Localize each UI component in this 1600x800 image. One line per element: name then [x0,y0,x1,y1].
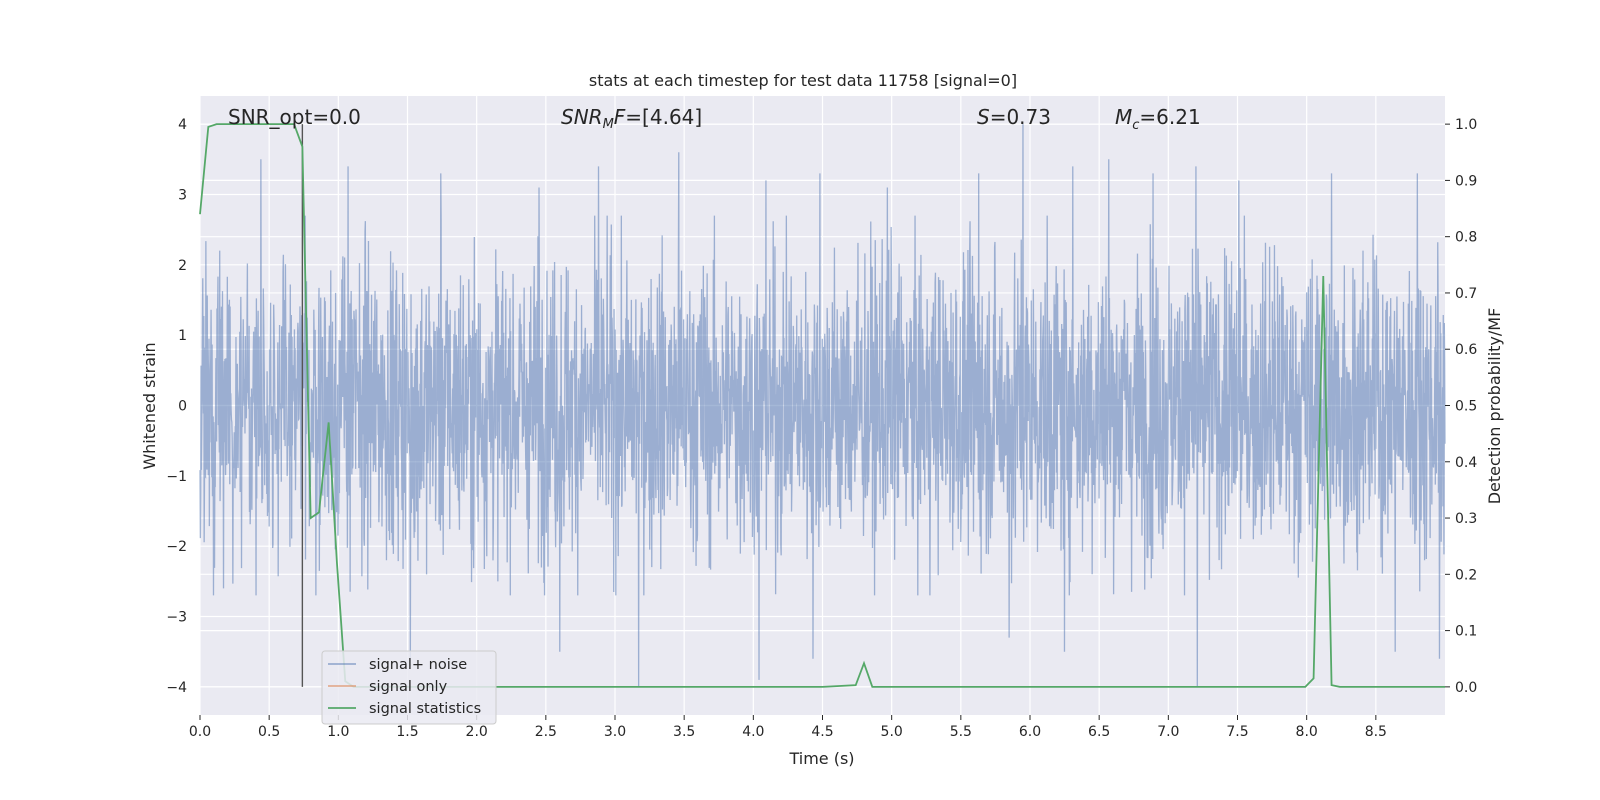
y-right-tick-label: 0.3 [1455,511,1477,527]
y-right-tick-label: 1.0 [1455,117,1477,133]
y-right-tick-label: 0.4 [1455,455,1477,471]
y-left-tick-label: 1 [178,328,187,344]
x-tick-label: 7.0 [1157,724,1179,740]
signal-noise-series [199,124,1446,687]
right-y-axis-ticks: 0.0 0.1 0.2 0.3 0.4 0.5 0.6 0.7 0.8 0.9 1.0 [1445,117,1477,696]
snr-mf-annotation: SNRMF=[4.64] [561,105,702,132]
y-right-tick-label: 0.9 [1455,173,1477,189]
y-right-tick-label: 0.8 [1455,230,1477,246]
snr-mf-subscript: M [603,117,614,132]
x-tick-label: 2.0 [466,724,488,740]
snr-mf-symbol-tail: F [614,105,626,129]
mc-symbol: M [1115,105,1132,129]
y-left-tick-label: −2 [166,539,187,555]
x-tick-label: 8.5 [1365,724,1387,740]
x-tick-label: 3.5 [673,724,695,740]
x-axis-label: Time (s) [788,749,854,768]
y-right-tick-label: 0.1 [1455,624,1477,640]
legend-label-signal-noise: signal+ noise [369,657,467,673]
x-tick-label: 6.0 [1019,724,1041,740]
left-y-axis-label: Whitened strain [140,342,159,469]
y-left-tick-label: −1 [166,469,187,485]
x-tick-label: 6.5 [1088,724,1110,740]
right-y-axis-label: Detection probability/MF [1485,308,1504,505]
snr-opt-annotation: SNR_opt=0.0 [228,105,361,129]
x-tick-label: 5.0 [881,724,903,740]
x-tick-label: 5.5 [950,724,972,740]
mc-annotation: Mc=6.21 [1115,105,1201,133]
x-tick-label: 1.0 [327,724,349,740]
y-right-tick-label: 0.0 [1455,680,1477,696]
left-y-axis-ticks: −4 −3 −2 −1 0 1 2 3 4 [166,117,187,696]
x-tick-label: 4.5 [811,724,833,740]
s-symbol: S [977,105,990,129]
mc-value: =6.21 [1139,105,1200,129]
y-left-tick-label: −4 [166,680,187,696]
y-left-tick-label: 0 [178,399,187,415]
y-right-tick-label: 0.5 [1455,399,1477,415]
x-tick-label: 2.5 [535,724,557,740]
x-tick-label: 4.0 [742,724,764,740]
legend-box [321,650,497,725]
chart-title: stats at each timestep for test data 117… [589,71,1017,90]
y-right-tick-label: 0.6 [1455,342,1477,358]
x-tick-label: 0.5 [258,724,280,740]
snr-mf-symbol: SNR [561,105,603,129]
signal-noise-line [199,124,1446,687]
s-value: =0.73 [990,105,1051,129]
x-tick-label: 7.5 [1226,724,1248,740]
y-right-tick-label: 0.7 [1455,286,1477,302]
mc-subscript: c [1132,118,1139,133]
y-right-tick-label: 0.2 [1455,567,1477,583]
x-tick-label: 3.0 [604,724,626,740]
y-left-tick-label: 4 [178,117,187,133]
s-annotation: S=0.73 [977,105,1051,129]
legend-label-signal-only: signal only [369,679,448,695]
x-tick-label: 8.0 [1296,724,1318,740]
legend: signal+ noise signal only signal statist… [321,650,497,725]
x-axis-ticks: 0.0 0.5 1.0 1.5 2.0 2.5 3.0 3.5 4.0 4.5 5.0 5.5 6.0 6… [189,715,1387,740]
legend-label-signal-statistics: signal statistics [369,701,481,717]
x-tick-label: 1.5 [396,724,418,740]
y-left-tick-label: 2 [178,258,187,274]
y-left-tick-label: −3 [166,610,187,626]
x-tick-label: 0.0 [189,724,211,740]
snr-mf-value: =[4.64] [625,105,702,129]
y-left-tick-label: 3 [178,187,187,203]
